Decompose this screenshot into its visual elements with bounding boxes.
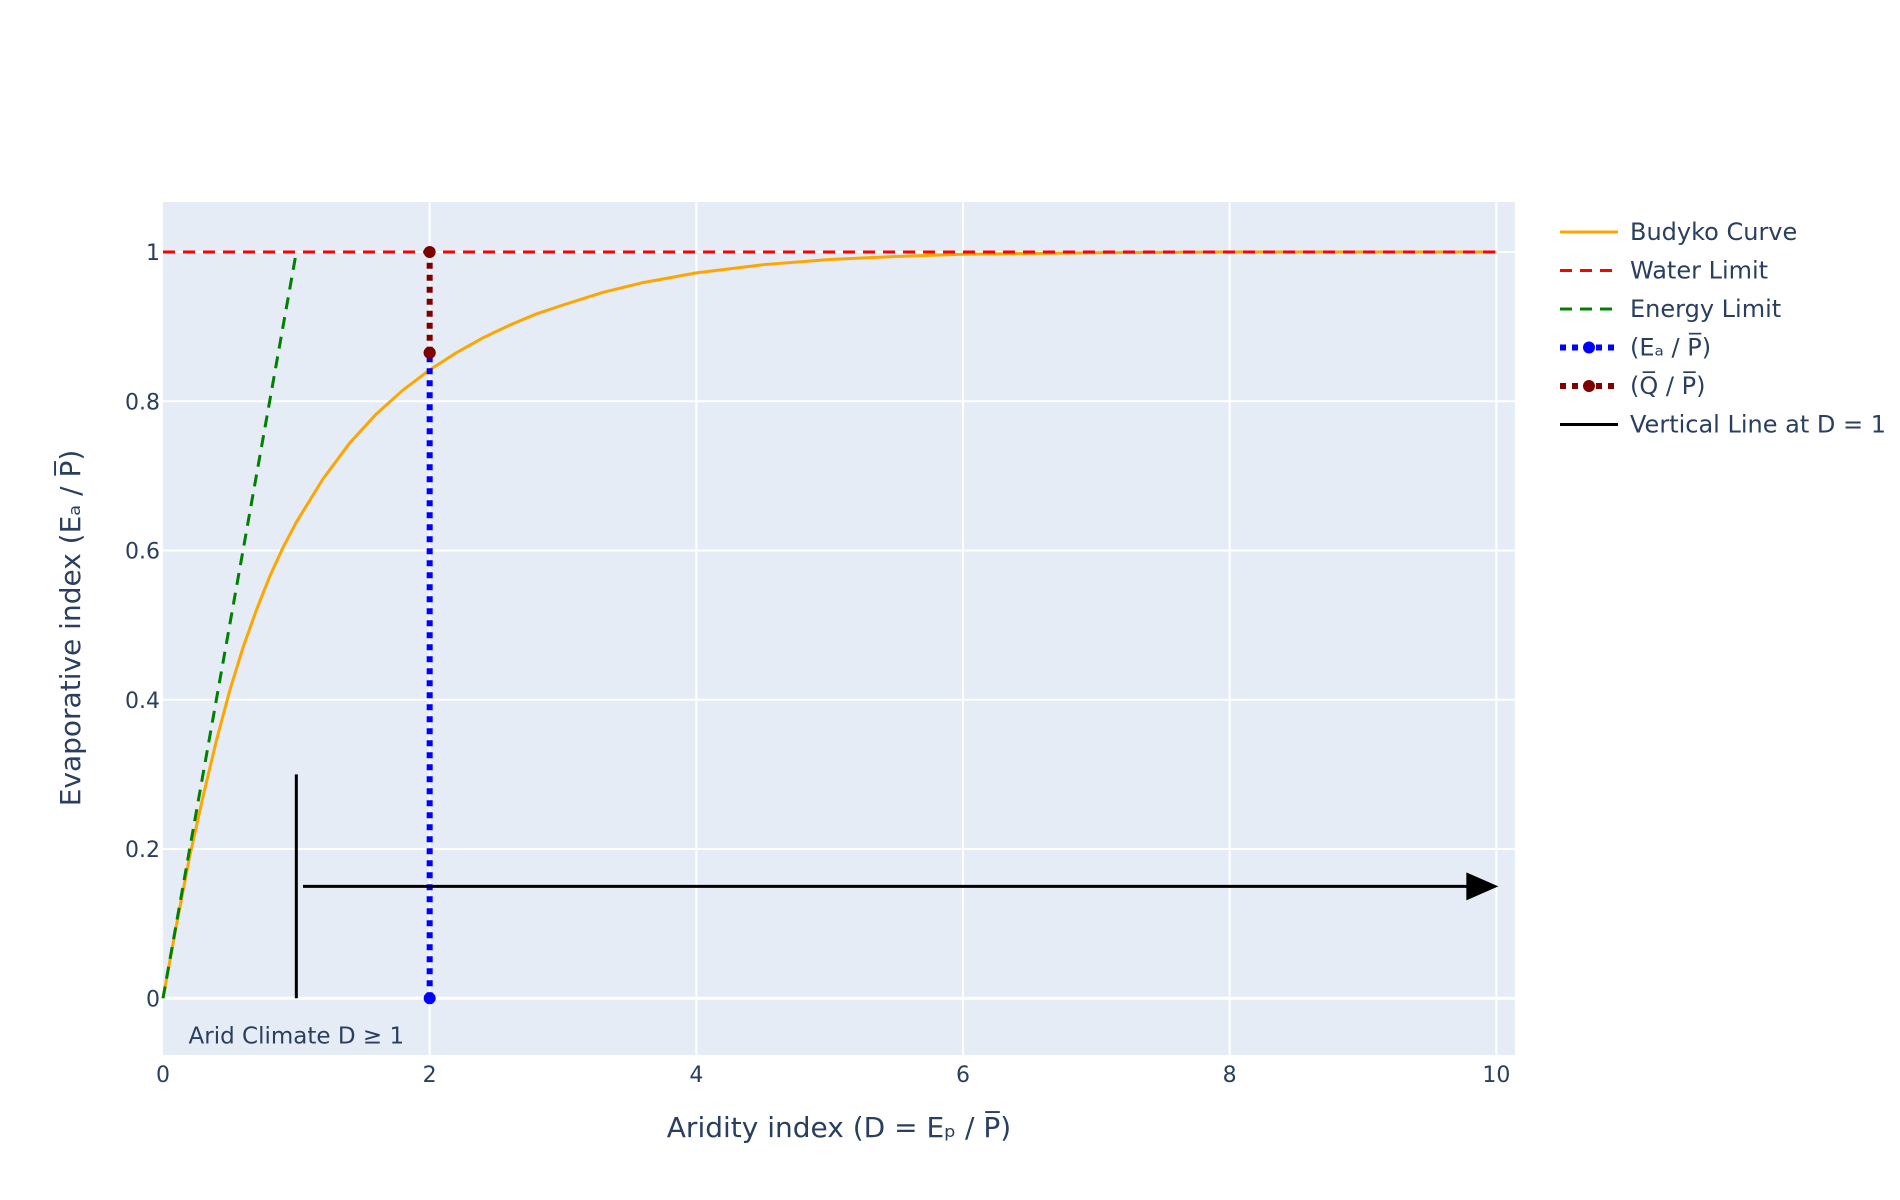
y-tick-label: 0.8 [125,390,160,415]
annotation-arrow-head [1466,872,1499,901]
legend: Budyko Curve Water Limit Energy Limit (Eₐ /… [1560,218,1886,439]
legend-item[interactable]: Water Limit [1560,257,1768,285]
y-tick-label: 0.6 [125,540,160,565]
plot-background [163,202,1515,1055]
legend-item[interactable]: (Q̅ / P̅) [1560,371,1705,400]
y-axis-title: Evaporative index (Eₐ / P̅) [53,450,87,807]
ea-p-marker [423,992,436,1005]
legend-item[interactable]: Energy Limit [1560,295,1781,323]
legend-item[interactable]: Vertical Line at D = 1 [1560,411,1886,439]
x-tick-label: 6 [956,1063,970,1088]
legend-label: Budyko Curve [1630,218,1797,246]
q-p-marker [423,246,436,259]
legend-label: Vertical Line at D = 1 [1630,411,1886,439]
annotation-text: Arid Climate D ≥ 1 [189,1024,405,1050]
legend-label: Water Limit [1630,257,1768,285]
y-tick-label: 0.4 [125,689,160,714]
q-p-marker [423,346,436,359]
y-tick-label: 0.2 [125,838,160,863]
x-tick-label: 10 [1482,1063,1510,1088]
legend-item[interactable]: (Eₐ / P̅) [1560,332,1711,362]
axes: 0 2 4 6 8 10 0 0.2 0.4 0.6 0.8 1 [125,241,1510,1088]
legend-label: (Q̅ / P̅) [1630,371,1705,400]
x-tick-label: 2 [423,1063,437,1088]
annotation-layer: Arid Climate D ≥ 1 [189,872,1499,1050]
series-layer [161,246,1497,1005]
x-tick-label: 0 [156,1063,170,1088]
legend-label: Energy Limit [1630,295,1781,323]
legend-marker [1583,380,1595,392]
legend-label: (Eₐ / P̅) [1630,332,1711,361]
x-tick-label: 4 [689,1063,703,1088]
y-tick-label: 1 [146,241,160,266]
budyko-curve-line [161,250,1497,999]
x-axis-title: Aridity index (D = Eₚ / P̅) [667,1110,1011,1144]
energy-limit-line [161,251,298,999]
legend-marker [1583,341,1595,354]
legend-item[interactable]: Budyko Curve [1560,218,1797,246]
x-tick-label: 8 [1223,1063,1237,1088]
y-tick-label: 0 [146,987,160,1012]
